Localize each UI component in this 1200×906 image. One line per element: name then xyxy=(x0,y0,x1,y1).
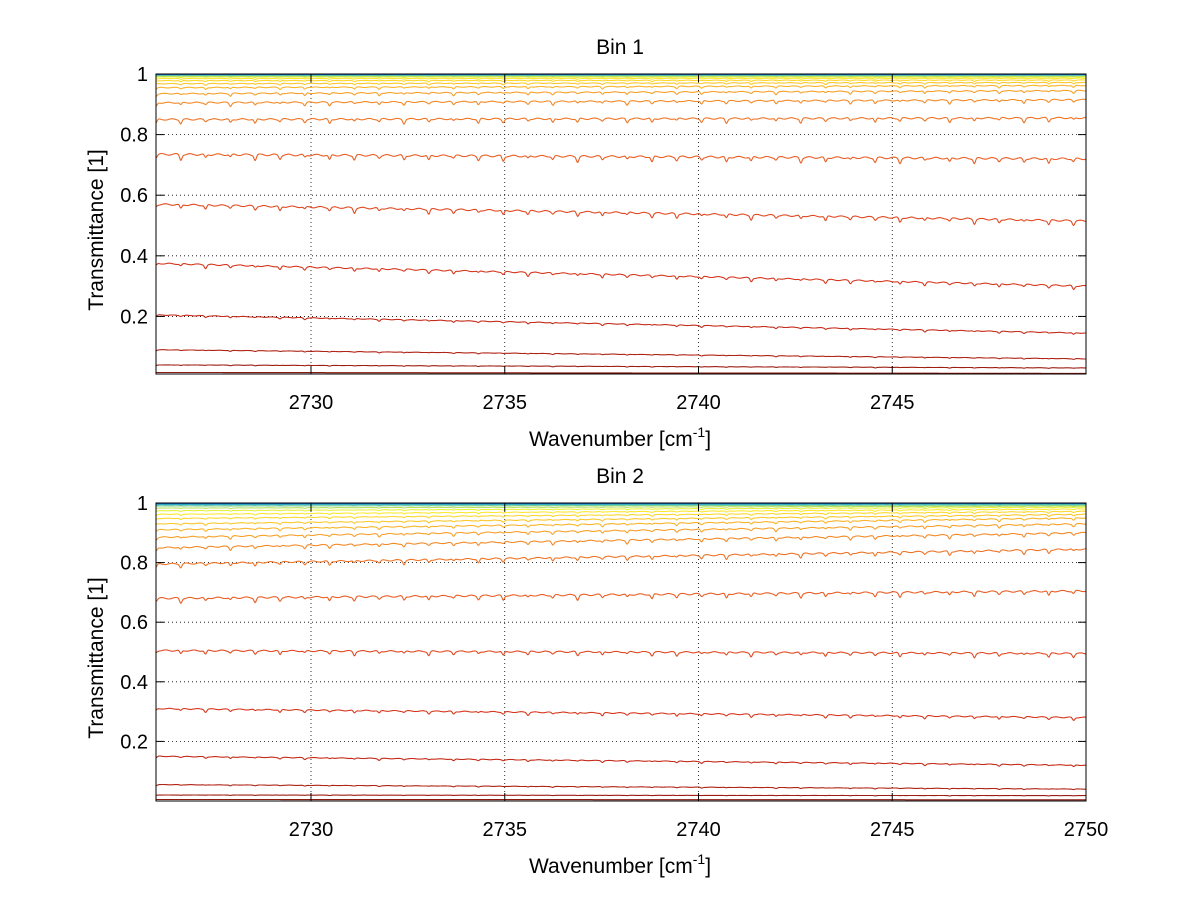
chart-panel-2: 2730 2735 2740 2745 2750 0.2 0.4 0.6 0.8 1 Bin 2 Wa… xyxy=(85,465,1108,878)
y-tick-label: 0.2 xyxy=(120,731,148,753)
x-tick-label: 2735 xyxy=(483,819,528,841)
x-tick-label: 2740 xyxy=(676,819,721,841)
y-tick-label: 0.6 xyxy=(120,612,148,634)
x-tick-label: 2740 xyxy=(676,392,721,414)
y-tick-label: 0.4 xyxy=(120,246,148,268)
x-tick-label: 2745 xyxy=(870,819,915,841)
y-tick-label: 0.6 xyxy=(120,185,148,207)
y-tick-label: 0.4 xyxy=(120,672,148,694)
x-axis-label: Wavenumber [cm-1] xyxy=(529,851,711,878)
y-tick-label: 0.8 xyxy=(120,125,148,147)
y-axis-label: Transmittance [1] xyxy=(85,577,108,738)
y-axis-label: Transmittance [1] xyxy=(85,149,108,310)
x-tick-label: 2735 xyxy=(483,392,528,414)
y-tick-label: 0.8 xyxy=(120,553,148,575)
x-tick-label: 2750 xyxy=(1064,819,1109,841)
chart-title: Bin 2 xyxy=(596,465,644,488)
y-tick-label: 0.2 xyxy=(120,306,148,328)
chart-panel-1: 2730 2735 2740 2745 0.2 0.4 0.6 0.8 1 Bin 1 Wavenu… xyxy=(85,36,1086,451)
x-tick-label: 2730 xyxy=(289,819,334,841)
chart-title: Bin 1 xyxy=(596,36,644,59)
x-axis-label: Wavenumber [cm-1] xyxy=(529,424,711,451)
y-tick-label: 1 xyxy=(137,64,148,86)
x-tick-label: 2745 xyxy=(870,392,915,414)
y-tick-label: 1 xyxy=(137,493,148,515)
x-tick-label: 2730 xyxy=(289,392,334,414)
